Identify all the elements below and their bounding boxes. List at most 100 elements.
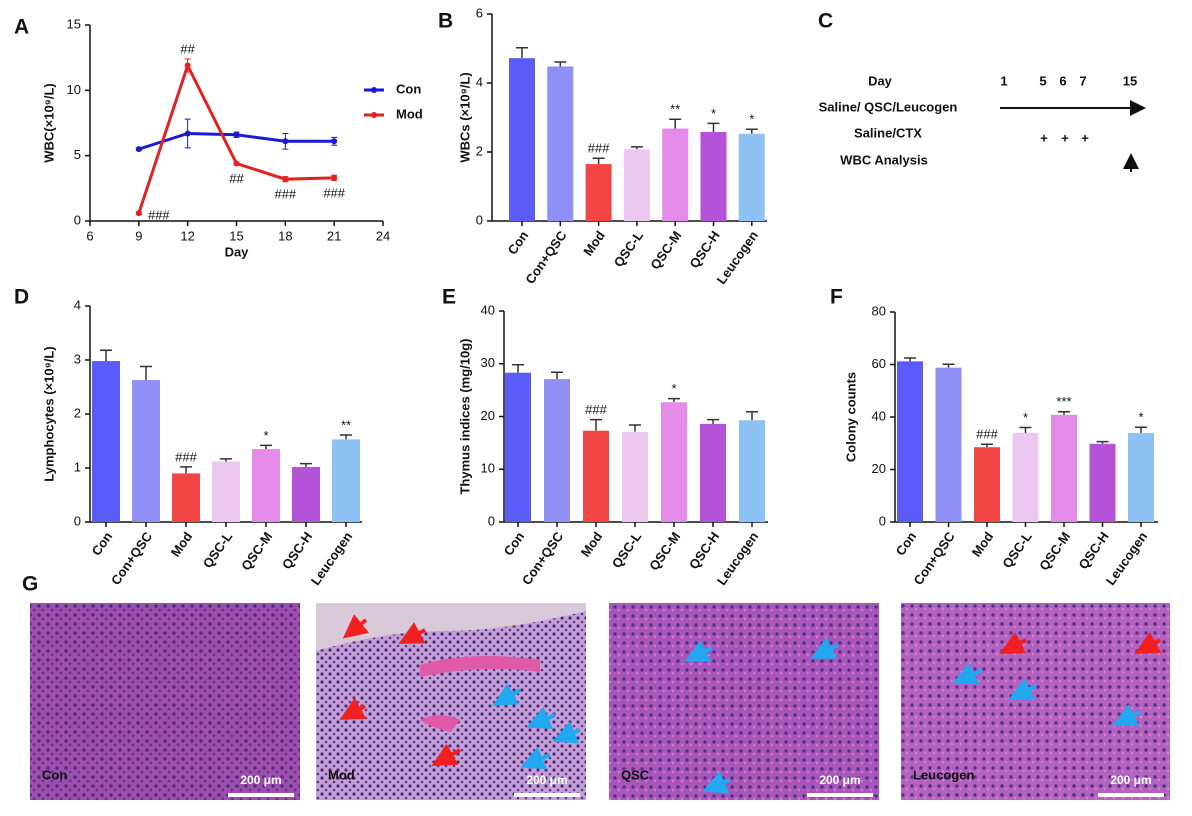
scale-bar <box>807 793 873 797</box>
error-bar <box>746 411 758 421</box>
bar <box>1128 433 1154 522</box>
bar <box>252 449 280 522</box>
timeline: C Day Saline/ QSC/Leucogen Saline/CTX WB… <box>818 10 1146 172</box>
blue-arrow <box>702 771 731 794</box>
y-tick-label: 5 <box>74 147 81 162</box>
scale-label: 200 μm <box>526 773 567 787</box>
x-tick-label: 24 <box>376 228 390 243</box>
panel-label: D <box>14 286 29 309</box>
x-tick-label: QSC-M <box>646 529 683 573</box>
y-tick-label: 4 <box>476 74 483 89</box>
y-tick-label: 15 <box>67 16 81 31</box>
panel-label: F <box>830 286 843 309</box>
x-tick-label: 18 <box>278 228 292 243</box>
annotation: ### <box>148 208 170 223</box>
panel-label: G <box>22 573 38 596</box>
error-bar <box>180 466 192 474</box>
x-tick-label: 15 <box>229 228 243 243</box>
blue-arrow <box>492 683 522 707</box>
annotation: ### <box>585 402 607 417</box>
legend-label: Mod <box>396 106 423 121</box>
y-tick-label: 0 <box>74 212 81 227</box>
bar <box>547 66 574 221</box>
blue-arrow <box>1112 704 1141 726</box>
bar <box>662 128 689 221</box>
row-label: Saline/ QSC/Leucogen <box>819 99 958 114</box>
image-label: QSC <box>621 767 650 782</box>
annotation: ## <box>229 171 244 186</box>
blue-arrow <box>1008 678 1037 700</box>
error-bar <box>592 157 605 165</box>
tissue-vessel <box>420 715 460 732</box>
day: 1 <box>1000 73 1007 88</box>
annotation: ### <box>175 449 197 464</box>
y-axis-label: Colony counts <box>843 372 858 462</box>
blue-arrow <box>684 640 713 662</box>
blue-arrow <box>952 662 983 685</box>
x-tick-label: Con <box>500 529 527 558</box>
x-tick-label: Con <box>88 529 115 558</box>
error-bar <box>512 364 524 373</box>
bar <box>897 361 923 522</box>
day: 15 <box>1123 73 1137 88</box>
error-bar <box>942 363 955 368</box>
row-label: Day <box>868 73 893 88</box>
annotation: * <box>711 106 716 121</box>
point <box>184 62 191 69</box>
point <box>135 210 142 217</box>
day: 7 <box>1079 73 1086 88</box>
y-tick-label: 2 <box>74 405 81 420</box>
scale-bar <box>228 793 294 797</box>
y-tick-label: 10 <box>481 461 495 476</box>
bar <box>700 131 727 221</box>
blue-arrow <box>526 706 556 729</box>
arrows <box>339 614 1162 794</box>
bar <box>92 361 120 522</box>
error-bar <box>630 146 643 150</box>
x-tick-label: 9 <box>135 228 142 243</box>
x-tick-label: QSC-H <box>1075 529 1111 572</box>
error-bar <box>590 418 602 431</box>
y-tick-label: 10 <box>67 82 81 97</box>
day: 6 <box>1059 73 1066 88</box>
point <box>184 130 191 137</box>
bar <box>585 164 612 221</box>
y-tick-label: 1 <box>74 459 81 474</box>
y-tick-label: 20 <box>481 408 495 423</box>
x-tick-label: 6 <box>86 228 93 243</box>
blue-arrow <box>552 721 581 744</box>
error-bar <box>707 418 719 424</box>
annotation: ### <box>976 427 998 442</box>
row-label: Saline/CTX <box>854 125 922 140</box>
bar <box>935 367 962 522</box>
x-tick-label: QSC-L <box>611 228 647 270</box>
red-arrow <box>339 697 367 720</box>
error-bar <box>1135 426 1147 434</box>
point <box>233 160 240 167</box>
x-tick-label: QSC-L <box>609 529 645 571</box>
y-tick-label: 0 <box>879 513 886 528</box>
bar <box>1089 443 1116 522</box>
annotation: ## <box>180 41 195 56</box>
point <box>331 174 338 181</box>
error-bar <box>300 462 312 467</box>
red-arrow <box>342 614 370 639</box>
dose-mark: + <box>1040 130 1048 145</box>
bar <box>700 423 726 522</box>
y-tick-label: 60 <box>872 356 886 371</box>
annotation: ### <box>323 185 345 200</box>
x-tick-label: QSC-H <box>686 228 722 271</box>
bar <box>1051 414 1077 522</box>
y-axis-label: Lymphocytes (×10⁹/L) <box>41 346 56 481</box>
x-tick-label: QSC-L <box>999 529 1035 571</box>
blue-arrow <box>520 747 551 770</box>
x-tick-label: Mod <box>580 228 608 259</box>
red-arrow <box>999 632 1027 654</box>
error-bar <box>668 397 680 403</box>
error-bar <box>1058 411 1070 415</box>
bar <box>661 402 687 522</box>
